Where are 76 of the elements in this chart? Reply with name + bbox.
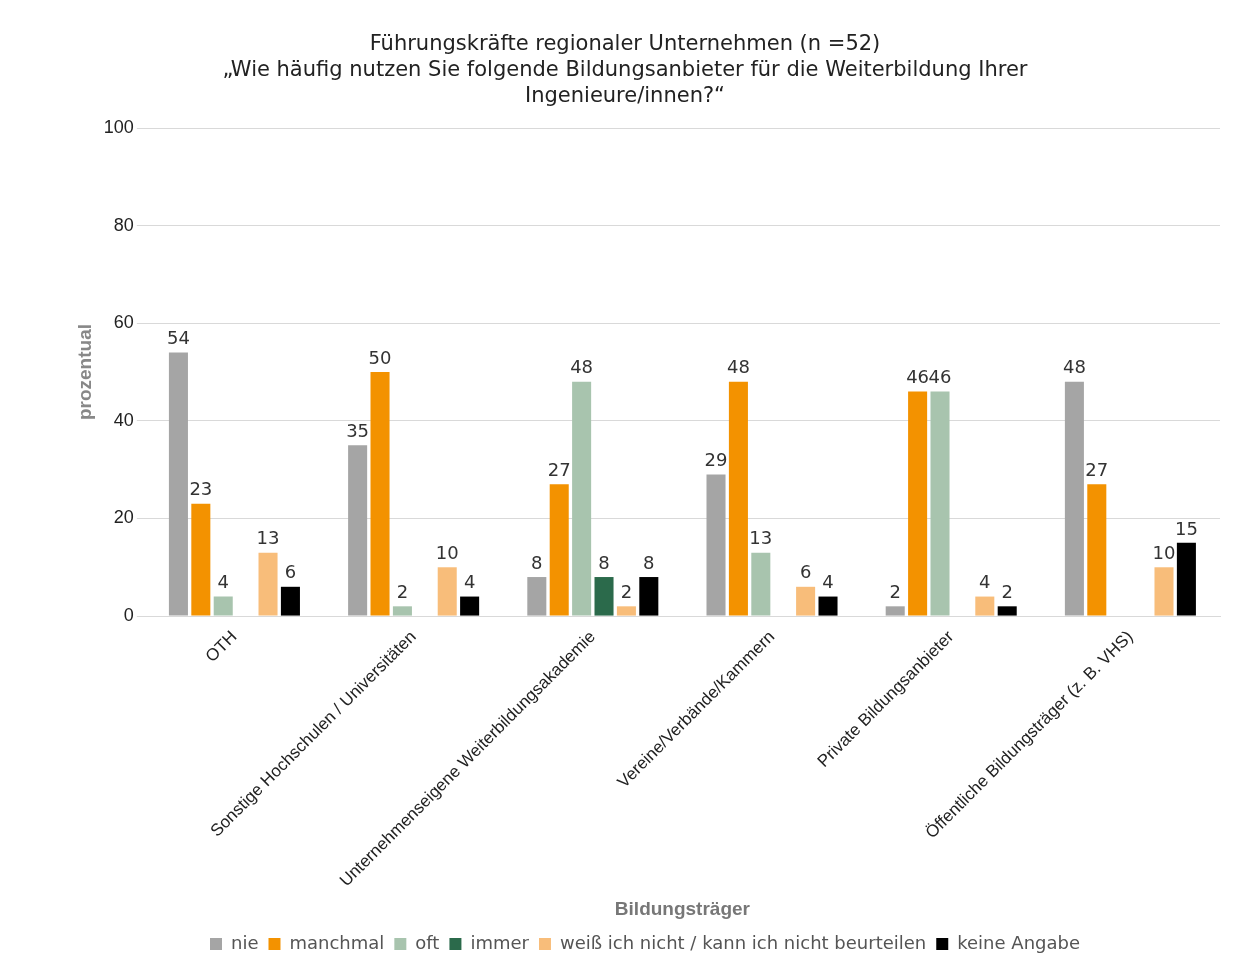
data-label: 29 [704, 449, 728, 471]
bar [392, 606, 412, 616]
data-label: 10 [1152, 541, 1176, 563]
bar [168, 352, 188, 616]
data-label: 23 [189, 478, 213, 500]
y-tick-label: 0 [123, 605, 134, 626]
data-label: 46 [928, 366, 952, 388]
y-tick-label: 60 [113, 312, 134, 333]
data-label: 8 [531, 551, 543, 573]
bar [191, 503, 211, 616]
data-label: 4 [463, 571, 476, 593]
data-label: 2 [620, 580, 633, 602]
bar [1176, 542, 1196, 616]
y-axis-title: prozentual [73, 324, 95, 421]
legend-label: keine Angabe [957, 931, 1080, 953]
data-label: 10 [435, 541, 459, 563]
y-tick-label: 20 [113, 507, 134, 528]
data-label: 13 [749, 527, 773, 549]
bar [908, 391, 928, 616]
bar [997, 606, 1017, 616]
legend-label: nie [231, 931, 259, 953]
bar [460, 596, 480, 616]
chart-title: Führungskräfte regionaler Unternehmen (n =52) [368, 30, 882, 56]
data-label: 4 [822, 571, 834, 593]
y-tick-label: 100 [103, 116, 134, 137]
data-label: 2 [889, 580, 901, 602]
x-axis-title: Bildungsträger [614, 897, 751, 919]
bar [930, 391, 950, 616]
bar [706, 474, 726, 616]
bar [213, 596, 233, 616]
bar [594, 577, 614, 616]
y-tick-label: 40 [113, 409, 134, 430]
data-label: 2 [396, 580, 409, 602]
bar [639, 577, 659, 616]
bar [527, 577, 547, 616]
data-label: 48 [1062, 356, 1086, 378]
data-label: 2 [1001, 580, 1013, 602]
data-label: 4 [979, 571, 991, 593]
data-label: 46 [906, 366, 930, 388]
bar [751, 552, 771, 616]
bar [1154, 567, 1174, 616]
data-label: 54 [166, 327, 190, 349]
y-tick-label: 80 [113, 214, 134, 235]
data-label: 15 [1174, 517, 1198, 539]
bar [1064, 381, 1084, 616]
bar [280, 586, 300, 616]
data-label: 50 [368, 346, 392, 368]
bar [885, 606, 905, 616]
data-label: 8 [598, 551, 610, 573]
bar [818, 596, 838, 616]
bar [437, 567, 457, 616]
bar [1087, 484, 1107, 616]
bar [549, 484, 569, 616]
data-label: 8 [643, 551, 655, 573]
legend-label: oft [415, 931, 440, 953]
data-label: 27 [547, 458, 571, 480]
data-label: 4 [217, 571, 229, 593]
chart-subtitle: „Wie häufig nutzen Sie folgende Bildungsanbieter für die Weiterbildung Ihrer Ingenieure/innen?“ [221, 56, 1029, 108]
bar [348, 445, 368, 616]
legend-label: weiß ich nicht / kann ich nicht beurteilen [559, 931, 927, 953]
data-label: 6 [284, 561, 297, 583]
data-label: 13 [256, 527, 280, 549]
data-label: 35 [346, 419, 370, 441]
bar [572, 381, 592, 616]
legend-label: immer [470, 931, 530, 953]
legend-label: manchmal [289, 931, 385, 953]
bar [258, 552, 278, 616]
bar [728, 381, 748, 616]
bar [796, 586, 816, 616]
data-label: 48 [726, 356, 750, 378]
data-label: 6 [799, 561, 812, 583]
bar [370, 372, 390, 616]
data-label: 48 [570, 356, 594, 378]
bar [975, 596, 995, 616]
bar [616, 606, 636, 616]
data-label: 27 [1085, 458, 1109, 480]
